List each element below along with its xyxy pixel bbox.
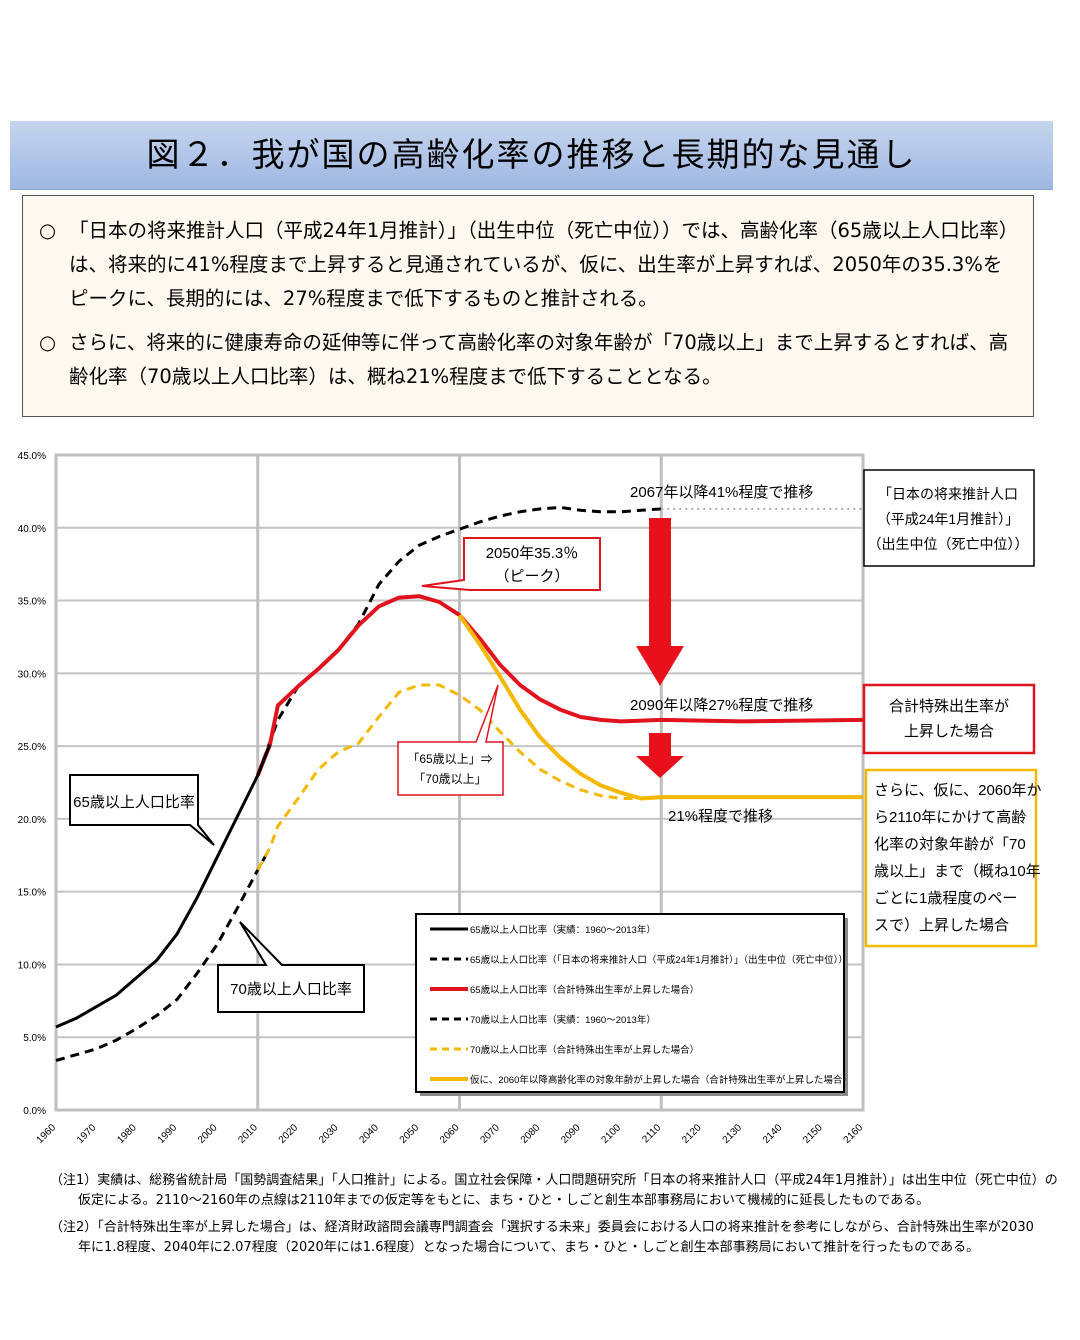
x-tick-label: 2010 <box>236 1122 260 1146</box>
callout-70-label: 70歳以上人口比率 <box>230 981 352 998</box>
fertility-box-label: 上昇した場合 <box>904 723 994 740</box>
y-tick-label: 45.0% <box>18 451 46 462</box>
x-tick-label: 2120 <box>680 1122 704 1146</box>
x-tick-label: 2150 <box>801 1122 825 1146</box>
x-tick-label: 2030 <box>317 1122 341 1146</box>
series-line <box>457 613 863 801</box>
bullet-icon: ○ <box>39 219 57 242</box>
callout-65-label: 65歳以上人口比率 <box>73 794 195 811</box>
title-bar: 図２．我が国の高齢化率の推移と長期的な見通し <box>10 121 1053 190</box>
peak-label: （ピーク） <box>494 568 569 585</box>
age-shift-box-label: 化率の対象年齢が「70 <box>874 836 1026 853</box>
x-tick-label: 1970 <box>75 1122 99 1146</box>
peak-label: 2050年35.3％ <box>486 545 579 562</box>
legend-box <box>415 913 845 1093</box>
age-shift-box-label: 歳以上」まで（概ね10年 <box>874 863 1041 880</box>
x-tick-label: 1990 <box>156 1122 180 1146</box>
callout-70-box <box>217 921 365 1013</box>
x-tick-label: 2040 <box>357 1122 381 1146</box>
x-tick-label: 2050 <box>398 1122 422 1146</box>
down-arrow-icon <box>636 733 684 778</box>
y-tick-label: 15.0% <box>18 888 46 899</box>
x-tick-label: 2020 <box>277 1122 301 1146</box>
x-tick-label: 2000 <box>196 1122 220 1146</box>
legend-label: 70歳以上人口比率（実績：1960～2013年） <box>470 1014 656 1026</box>
series-line <box>55 744 272 1029</box>
trend-label-27: 2090年以降27%程度で推移 <box>630 697 813 714</box>
projection-box-label: 「日本の将来推計人口 <box>878 486 1018 502</box>
x-tick-label: 1980 <box>115 1122 139 1146</box>
summary-item: ○ さらに、将来的に健康寿命の延伸等に伴って高齢化率の対象年齢が「70歳以上」まで… <box>39 326 1017 394</box>
legend-label: 70歳以上人口比率（合計特殊出生率が上昇した場合） <box>470 1044 699 1056</box>
age-shift-box-label: スで）上昇した場合 <box>874 917 1009 934</box>
y-tick-label: 30.0% <box>18 669 46 680</box>
y-tick-label: 5.0% <box>23 1033 46 1044</box>
page-title: 図２．我が国の高齢化率の推移と長期的な見通し <box>146 135 917 174</box>
x-tick-label: 2070 <box>478 1122 502 1146</box>
note-1: （注1）実績は、総務省統計局「国勢調査結果」「人口推計」による。国立社会保障・人… <box>50 1171 1058 1211</box>
y-tick-label: 40.0% <box>18 524 46 535</box>
bullet-icon: ○ <box>39 331 57 354</box>
summary-text: 「日本の将来推計人口（平成24年1月推計）」（出生中位（死亡中位））では、高齢化… <box>69 219 1009 310</box>
note-line: 仮定による。2110～2160年の点線は2110年までの仮定等をもとに、まち・ひ… <box>78 1193 930 1208</box>
legend-label: 仮に、2060年以降高齢化率の対象年齢が上昇した場合（合計特殊出生率が上昇した場… <box>470 1074 852 1086</box>
x-tick-label: 2100 <box>600 1122 624 1146</box>
chart-series <box>55 505 864 1062</box>
series-line <box>256 505 662 776</box>
projection-box-label: （平成24年1月推計）」 <box>877 511 1019 527</box>
x-tick-label: 1960 <box>35 1122 59 1146</box>
note-line: 年に1.8程度、2040年に2.07程度（2020年には1.6程度）となった場合… <box>78 1240 980 1255</box>
age-shift-box <box>864 768 1038 948</box>
age-shift-box-label: ら2110年にかけて高齢 <box>874 809 1026 826</box>
callout-65-box <box>69 774 215 846</box>
aging-rate-chart: 0.0% 5.0% 10.0% 15.0% 20.0% 25.0% 30.0% 35.0% 40… <box>18 451 1042 1146</box>
trend-label-41: 2067年以降41%程度で推移 <box>630 484 813 501</box>
age-shift-callout-box <box>397 684 504 796</box>
summary-item: ○ 「日本の将来推計人口（平成24年1月推計）」（出生中位（死亡中位））では、高齢… <box>39 214 1017 316</box>
note-line: （注2）「合計特殊出生率が上昇した場合」は、経済財政諮問会議専門調査会「選択する… <box>50 1220 1034 1235</box>
note-2: （注2）「合計特殊出生率が上昇した場合」は、経済財政諮問会議専門調査会「選択する… <box>50 1218 1034 1258</box>
age-shift-label: 「70歳以上」 <box>413 772 486 786</box>
x-tick-label: 2130 <box>721 1122 745 1146</box>
x-tick-label: 2140 <box>761 1122 785 1146</box>
age-shift-box-label: ごとに1歳程度のペー <box>874 890 1017 907</box>
x-tick-label: 2090 <box>559 1122 583 1146</box>
note-line: （注1）実績は、総務省統計局「国勢調査結果」「人口推計」による。国立社会保障・人… <box>50 1173 1058 1188</box>
legend-label: 65歳以上人口比率（「日本の将来推計人口（平成24年1月推計）」（出生中位（死亡… <box>470 954 848 966</box>
x-tick-label: 2060 <box>438 1122 462 1146</box>
chart-legend: 65歳以上人口比率（実績：1960～2013年） 65歳以上人口比率（「日本の将来… <box>415 913 852 1096</box>
series-line <box>55 847 272 1062</box>
x-tick-label: 2110 <box>640 1122 663 1145</box>
legend-label: 65歳以上人口比率（合計特殊出生率が上昇した場合） <box>470 984 699 996</box>
age-shift-label: 「65歳以上」⇒ <box>407 752 492 766</box>
projection-box-label: （出生中位（死亡中位）） <box>868 536 1029 552</box>
down-arrow-icon <box>636 518 684 686</box>
y-tick-label: 25.0% <box>18 742 46 753</box>
x-tick-label: 2080 <box>519 1122 543 1146</box>
y-tick-label: 20.0% <box>18 815 46 826</box>
fertility-box-label: 合計特殊出生率が <box>889 698 1009 715</box>
projection-box <box>863 469 1035 567</box>
trend-label-21: 21%程度で推移 <box>668 808 773 825</box>
chart-annotations: 2067年以降41%程度で推移 2090年以降27%程度で推移 21%程度で推移 20… <box>69 469 1041 1013</box>
age-shift-box-label: さらに、仮に、2060年か <box>874 782 1041 799</box>
legend-label: 65歳以上人口比率（実績：1960～2013年） <box>470 924 656 936</box>
y-tick-label: 35.0% <box>18 597 46 608</box>
x-tick-label: 2160 <box>842 1122 866 1146</box>
y-tick-label: 0.0% <box>23 1106 46 1117</box>
summary-box: ○ 「日本の将来推計人口（平成24年1月推計）」（出生中位（死亡中位））では、高齢… <box>22 195 1034 417</box>
series-line <box>255 594 864 776</box>
fertility-box <box>862 683 1036 755</box>
y-tick-label: 10.0% <box>18 960 46 971</box>
summary-text: さらに、将来的に健康寿命の延伸等に伴って高齢化率の対象年齢が「70歳以上」まで上… <box>69 331 1009 388</box>
peak-callout-box <box>421 537 601 591</box>
